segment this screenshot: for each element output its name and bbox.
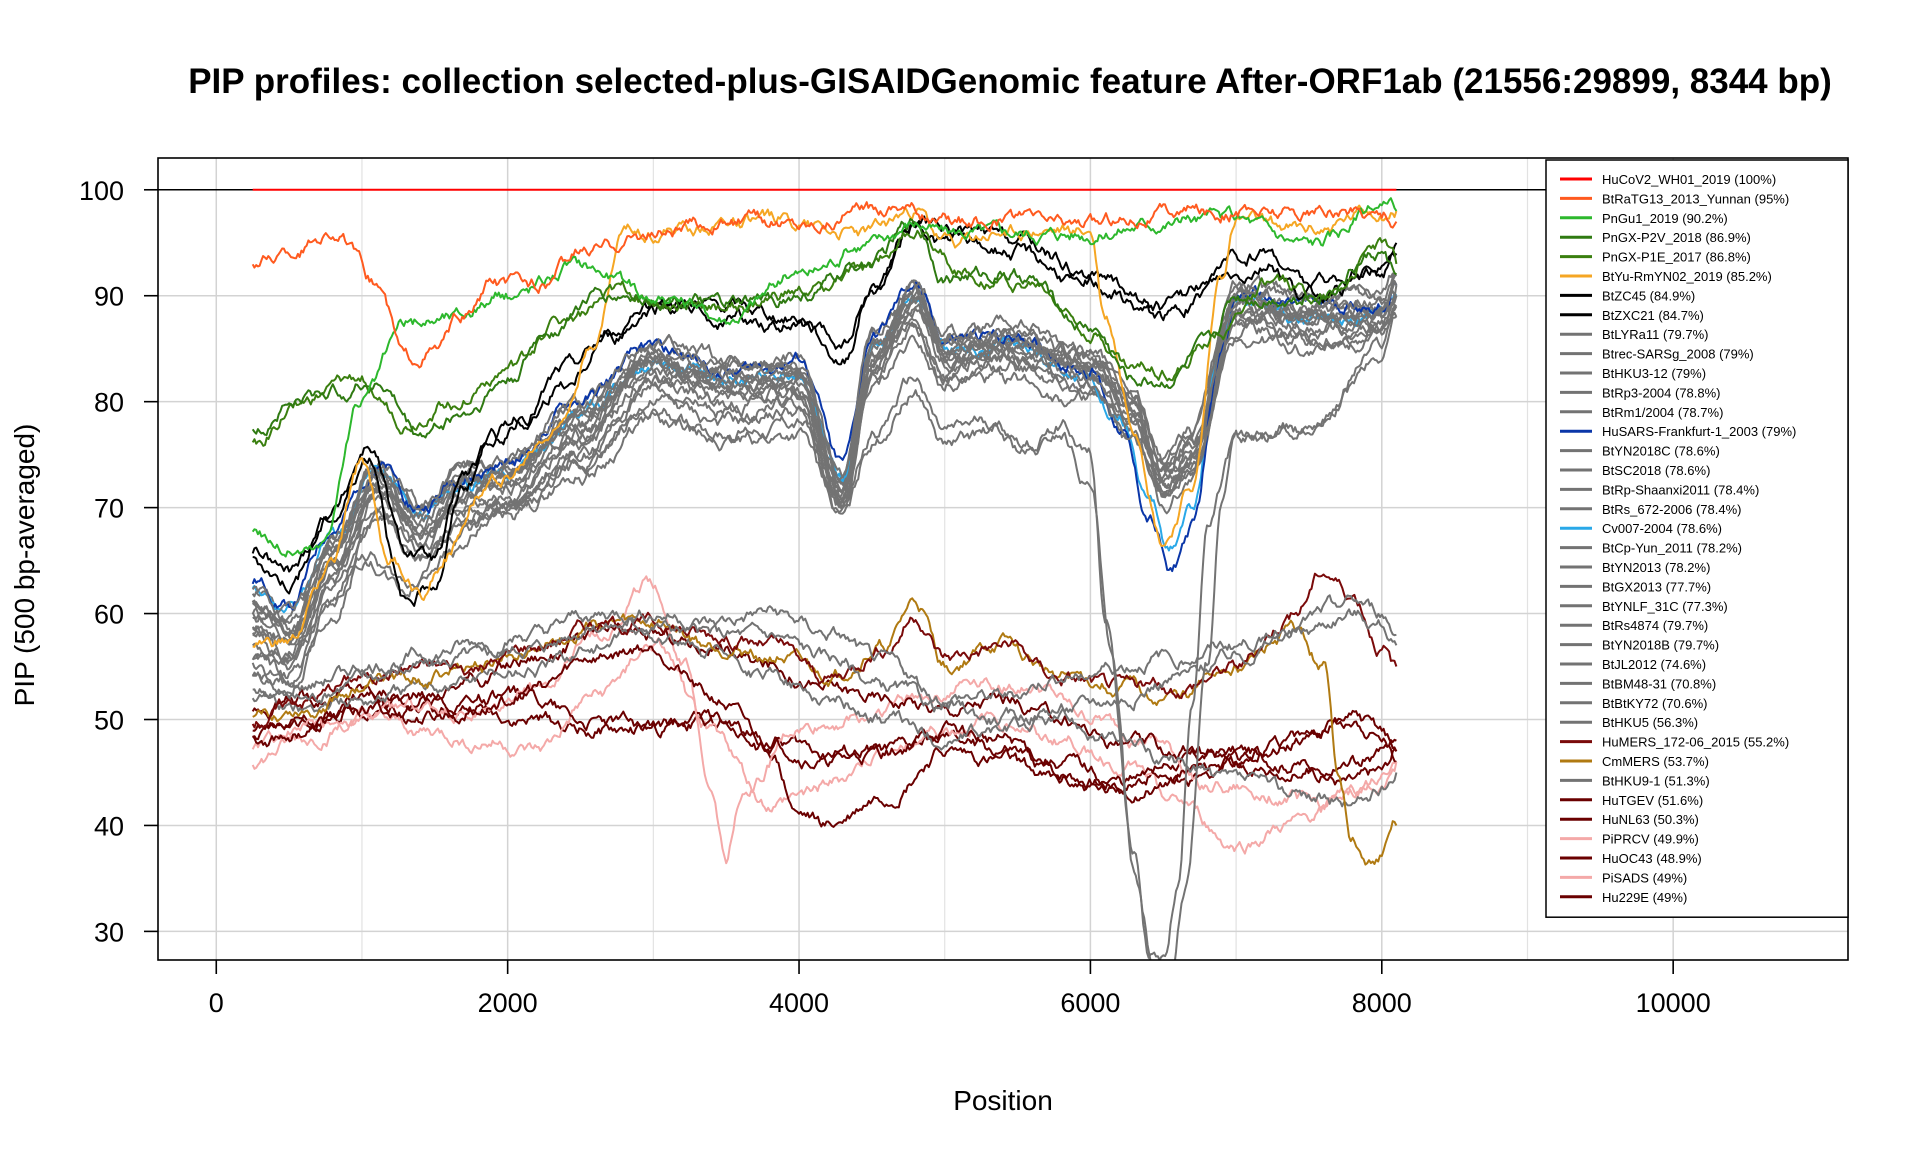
legend-entry: BtHKU9-1 (51.3%) — [1602, 773, 1710, 788]
legend-entry: BtBM48-31 (70.8%) — [1602, 676, 1716, 691]
legend-entry: CmMERS (53.7%) — [1602, 754, 1709, 769]
legend-entry: BtRp-Shaanxi2011 (78.4%) — [1602, 482, 1759, 497]
legend-entry: HuTGEV (51.6%) — [1602, 793, 1703, 808]
legend-entry: Hu229E (49%) — [1602, 890, 1687, 905]
legend-entry: BtHKU5 (56.3%) — [1602, 715, 1698, 730]
legend-entry: BtRs4874 (79.7%) — [1602, 618, 1708, 633]
legend-entry: BtHKU3-12 (79%) — [1602, 366, 1706, 381]
series-line — [251, 575, 1398, 865]
series-line — [251, 281, 1398, 611]
legend: HuCoV2_WH01_2019 (100%) BtRaTG13_2013_Yun… — [1545, 159, 1849, 918]
legend-entry: PiSADS (49%) — [1602, 870, 1687, 885]
legend-entry: BtJL2012 (74.6%) — [1602, 657, 1706, 672]
x-tick-label: 6000 — [1060, 988, 1120, 1018]
legend-entry: HuCoV2_WH01_2019 (100%) — [1602, 172, 1776, 187]
legend-entry: Cv007-2004 (78.6%) — [1602, 521, 1722, 536]
series-line — [251, 627, 1398, 808]
legend-entry: PnGX-P1E_2017 (86.8%) — [1602, 250, 1751, 265]
axes: 0 2000 4000 6000 8000 10000 30 40 50 60 70 80 90 100 — [79, 157, 1849, 1018]
legend-box — [1545, 159, 1849, 918]
legend-entry: HuSARS-Frankfurt-1_2003 (79%) — [1602, 424, 1796, 439]
y-tick-label: 70 — [94, 494, 124, 524]
legend-entry: BtYN2018C (78.6%) — [1602, 444, 1720, 459]
legend-entry: PnGu1_2019 (90.2%) — [1602, 211, 1728, 226]
series-line — [252, 222, 1398, 607]
x-tick-label: 2000 — [478, 988, 538, 1018]
x-tick-label: 10000 — [1636, 988, 1711, 1018]
legend-entry: BtYNLF_31C (77.3%) — [1602, 599, 1728, 614]
y-tick-label: 30 — [94, 917, 124, 947]
y-tick-label: 50 — [94, 706, 124, 736]
legend-entry: PnGX-P2V_2018 (86.9%) — [1602, 230, 1751, 245]
legend-entry: BtLYRa11 (79.7%) — [1602, 327, 1708, 342]
series-line — [251, 644, 1398, 787]
series-line — [251, 281, 1398, 638]
series-lines — [251, 188, 1398, 960]
legend-entry: BtGX2013 (77.7%) — [1602, 579, 1711, 594]
legend-entry: HuMERS_172-06_2015 (55.2%) — [1602, 735, 1789, 750]
series-line — [251, 215, 1398, 573]
series-line — [251, 637, 1397, 855]
legend-entry: BtRp3-2004 (78.8%) — [1602, 385, 1721, 400]
series-line — [251, 273, 1398, 634]
series-line — [251, 572, 1398, 729]
legend-entry: Btrec-SARSg_2008 (79%) — [1602, 347, 1754, 362]
legend-entry: BtRaTG13_2013_Yunnan (95%) — [1602, 191, 1789, 206]
legend-entry: PiPRCV (49.9%) — [1602, 832, 1699, 847]
y-tick-label: 40 — [94, 811, 124, 841]
y-tick-label: 60 — [94, 600, 124, 630]
legend-entry: BtRs_672-2006 (78.4%) — [1602, 502, 1741, 517]
legend-entry: BtCp-Yun_2011 (78.2%) — [1602, 541, 1742, 556]
legend-entry: BtBtKY72 (70.6%) — [1602, 696, 1708, 711]
y-axis-label: PIP (500 bp-averaged) — [9, 424, 40, 707]
legend-entry: BtZC45 (84.9%) — [1602, 288, 1695, 303]
chart-title: PIP profiles: collection selected-plus-G… — [188, 62, 1832, 101]
series-line — [251, 201, 1398, 369]
series-line — [251, 594, 1397, 708]
legend-entry: HuOC43 (48.9%) — [1602, 851, 1702, 866]
series-line — [252, 685, 1397, 828]
series-line — [251, 315, 1397, 960]
x-tick-label: 0 — [209, 988, 224, 1018]
legend-entry: BtYu-RmYN02_2019 (85.2%) — [1602, 269, 1772, 284]
series-line — [252, 204, 1398, 648]
series-line — [251, 218, 1398, 439]
y-tick-label: 100 — [79, 176, 124, 206]
legend-entry: BtRm1/2004 (78.7%) — [1602, 405, 1723, 420]
x-tick-label: 4000 — [769, 988, 829, 1018]
legend-entry: BtYN2018B (79.7%) — [1602, 638, 1719, 653]
series-line — [251, 622, 1397, 783]
x-tick-label: 8000 — [1352, 988, 1412, 1018]
legend-entry: BtSC2018 (78.6%) — [1602, 463, 1710, 478]
y-tick-label: 80 — [94, 388, 124, 418]
series-line — [251, 229, 1398, 447]
y-tick-label: 90 — [94, 282, 124, 312]
legend-entry: BtYN2013 (78.2%) — [1602, 560, 1710, 575]
legend-entry: HuNL63 (50.3%) — [1602, 812, 1699, 827]
series-line — [252, 608, 1398, 726]
series-line — [251, 290, 1397, 646]
legend-entry: BtZXC21 (84.7%) — [1602, 308, 1704, 323]
x-axis-label: Position — [953, 1085, 1053, 1116]
